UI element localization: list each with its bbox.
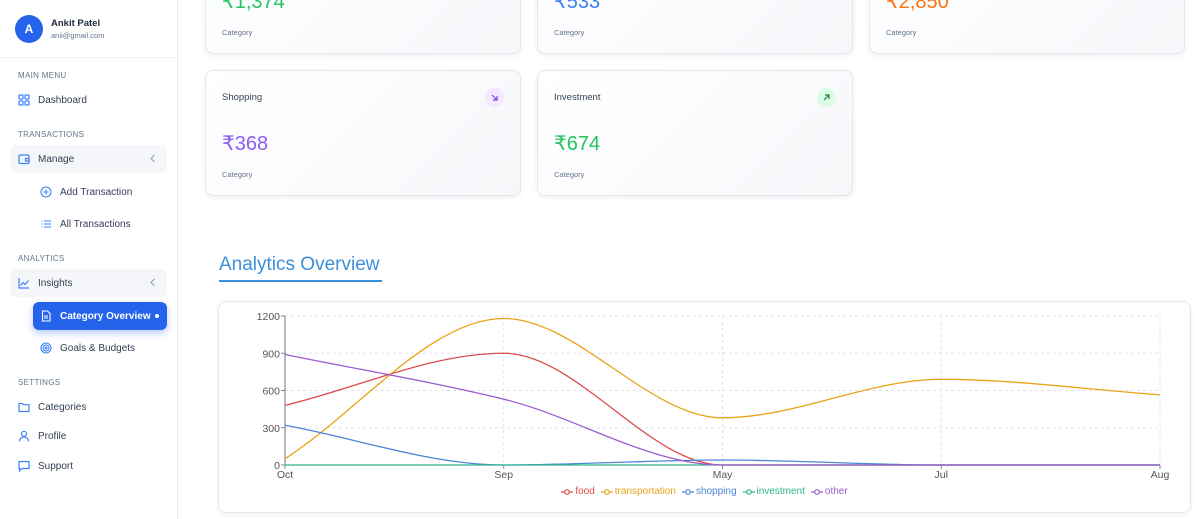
card-subtitle: Category [554,170,585,179]
user-name: Ankit Patel [51,17,101,29]
active-dot [155,314,159,318]
series-line-transportation [284,317,1161,460]
chat-icon [18,460,30,472]
sidebar-item-category-overview[interactable]: Category Overview [33,302,167,330]
y-tick-label: 900 [262,348,280,360]
card-subtitle: Category [222,170,253,179]
sidebar-item-label: Categories [38,401,87,413]
section-settings: SETTINGS [18,378,61,387]
series-line-other [284,353,1160,466]
card-title: Investment [554,92,601,103]
card-amount: ₹533 [554,0,601,13]
legend-label: shopping [695,486,737,497]
legend-item-shopping[interactable]: shopping [681,486,737,497]
document-icon [40,310,52,322]
user-email: anii@gmail.com [51,30,105,40]
sidebar-item-label: Manage [38,153,75,165]
category-card-shopping[interactable]: Shopping ₹368 Category [205,70,521,196]
x-tick-label: Jul [935,469,948,481]
list-icon [40,218,52,230]
x-tick-label: Oct [277,469,293,481]
legend-marker-icon [600,488,613,495]
sidebar-item-insights[interactable]: Insights [10,269,167,297]
category-card[interactable]: ₹533 Category [537,0,853,54]
sidebar-item-label: Add Transaction [60,186,133,198]
analytics-line-chart: 0 300 600 900 1200 Oct Sep May Jul Aug [257,311,1170,481]
card-amount: ₹1,374 [222,0,285,13]
line-chart-icon [18,277,30,289]
legend-item-investment[interactable]: investment [742,486,805,497]
legend-marker-icon [561,488,574,495]
sidebar-item-all-transactions[interactable]: All Transactions [33,210,167,238]
sidebar-item-label: Profile [38,430,67,442]
sidebar-item-label: Category Overview [60,310,151,322]
y-tick-label: 0 [274,460,280,472]
sidebar-item-categories[interactable]: Categories [10,393,167,421]
chart-legend: food transportation shopping investment othe… [218,486,1191,497]
wallet-icon [18,153,30,165]
legend-marker-icon [810,488,823,495]
y-tick-label: 1200 [257,311,281,323]
sidebar-item-label: Insights [38,277,73,289]
card-subtitle: Category [554,28,585,37]
avatar: A [15,14,43,43]
section-analytics: ANALYTICS [18,254,65,263]
folder-icon [18,401,30,413]
user-profile[interactable]: A Ankit Patel anii@gmail.com [0,0,177,58]
sidebar-item-support[interactable]: Support [10,452,167,480]
card-subtitle: Category [222,28,253,37]
sidebar-item-dashboard[interactable]: Dashboard [10,86,167,114]
sidebar-item-label: Dashboard [38,94,87,106]
legend-item-transportation[interactable]: transportation [600,486,676,497]
user-icon [18,430,30,442]
sidebar-item-label: Support [38,460,74,472]
chevron-left-icon [149,154,157,166]
sidebar-item-add-transaction[interactable]: Add Transaction [33,178,167,206]
sidebar-item-manage[interactable]: Manage [10,145,167,173]
card-amount: ₹368 [222,133,269,155]
sidebar-item-goals-budgets[interactable]: Goals & Budgets [33,334,167,362]
analytics-title: Analytics Overview [219,254,380,275]
legend-label: other [824,486,848,497]
y-tick-label: 300 [262,423,280,435]
plus-circle-icon [40,186,52,198]
chevron-left-icon [149,278,157,290]
target-icon [40,342,52,354]
category-card[interactable]: ₹1,374 Category [205,0,521,54]
sidebar-item-label: Goals & Budgets [60,342,136,354]
legend-label: transportation [614,486,676,497]
x-tick-label: Sep [494,469,513,481]
legend-marker-icon [742,488,755,495]
analytics-chart-card [218,301,1191,513]
legend-label: food [575,486,595,497]
legend-item-other[interactable]: other [810,486,848,497]
category-card[interactable]: ₹2,850 Category [869,0,1185,54]
legend-label: investment [756,486,805,497]
x-tick-label: May [713,469,734,481]
sidebar-item-label: All Transactions [60,218,131,230]
arrow-up-right-icon [817,88,836,107]
card-amount: ₹2,850 [886,0,949,13]
category-card-investment[interactable]: Investment ₹674 Category [537,70,853,196]
x-tick-label: Aug [1151,469,1170,481]
legend-marker-icon [681,488,694,495]
sidebar: A Ankit Patel anii@gmail.com MAIN MENU D… [0,0,178,519]
legend-item-food[interactable]: food [561,486,595,497]
card-amount: ₹674 [554,133,601,155]
arrow-down-right-icon [485,88,504,107]
section-main-menu: MAIN MENU [18,71,67,80]
card-subtitle: Category [886,28,917,37]
section-transactions: TRANSACTIONS [18,130,85,139]
card-title: Shopping [222,92,263,103]
title-underline [219,280,382,282]
dashboard-icon [18,94,30,106]
sidebar-item-profile[interactable]: Profile [10,422,167,450]
y-tick-label: 600 [262,386,280,398]
